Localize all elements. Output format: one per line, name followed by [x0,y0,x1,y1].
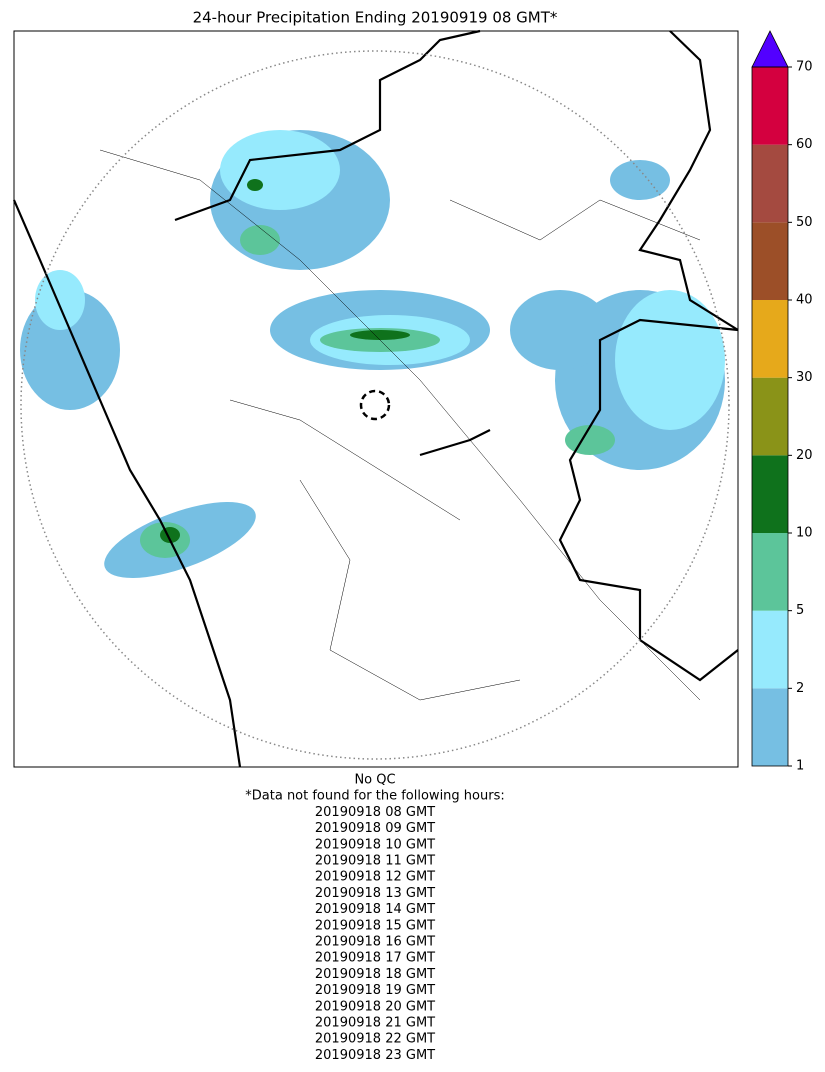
footer-line: 20190918 11 GMT [315,854,435,869]
footer-line: *Data not found for the following hours: [245,789,504,804]
footer-line: 20190918 23 GMT [315,1048,435,1063]
colorbar-segment [752,300,788,378]
colorbar-segment [752,222,788,300]
colorbar-extend [751,30,789,68]
colorbar-tick-label: 30 [796,370,813,385]
footer-line: 20190918 17 GMT [315,951,435,966]
colorbar-tick-label: 10 [796,526,813,541]
footer-line: 20190918 22 GMT [315,1032,435,1047]
colorbar-segment [752,377,788,456]
colorbar-segment [752,610,788,689]
colorbar-tick-label: 1 [796,759,804,774]
colorbar: 1 2 5 10 20 30 40 50 60 70 [751,30,813,774]
footer-line: 20190918 12 GMT [315,870,435,885]
precip-very-heavy [160,179,410,543]
footer-line: 20190918 14 GMT [315,902,435,917]
colorbar-tick-label: 60 [796,137,813,152]
footer-line: 20190918 10 GMT [315,837,435,852]
footer-line: 20190918 09 GMT [315,821,435,836]
footer-line: 20190918 20 GMT [315,999,435,1014]
colorbar-segment [752,67,788,145]
radar-range-ring [20,50,730,760]
colorbar-tick-label: 40 [796,293,813,308]
footer-line: 20190918 13 GMT [315,886,435,901]
title: 24-hour Precipitation Ending 20190919 08… [193,9,558,27]
colorbar-tick-label: 70 [796,60,813,75]
footer-line: 20190918 16 GMT [315,935,435,950]
district-lines [99,149,701,701]
colorbar-tick-label: 50 [796,215,813,230]
footer-line: 20190918 15 GMT [315,918,435,933]
colorbar-segment [752,533,788,611]
footer-line: 20190918 18 GMT [315,967,435,982]
footer-line: 20190918 08 GMT [315,805,435,820]
colorbar-tick-label: 20 [796,448,813,463]
colorbar-tick-label: 5 [796,603,804,618]
colorbar-segment [752,455,788,533]
colorbar-frame [751,66,789,767]
colorbar-segment [752,144,788,223]
footer-line: No QC [354,773,395,788]
footer: No QC*Data not found for the following h… [245,773,504,1063]
map [12,29,739,768]
colorbar-tick-label: 2 [796,681,804,696]
colorbar-segment [752,688,788,766]
footer-line: 20190918 19 GMT [315,983,435,998]
footer-line: 20190918 21 GMT [315,1016,435,1031]
boundaries [12,29,739,768]
radar-site [359,389,391,421]
